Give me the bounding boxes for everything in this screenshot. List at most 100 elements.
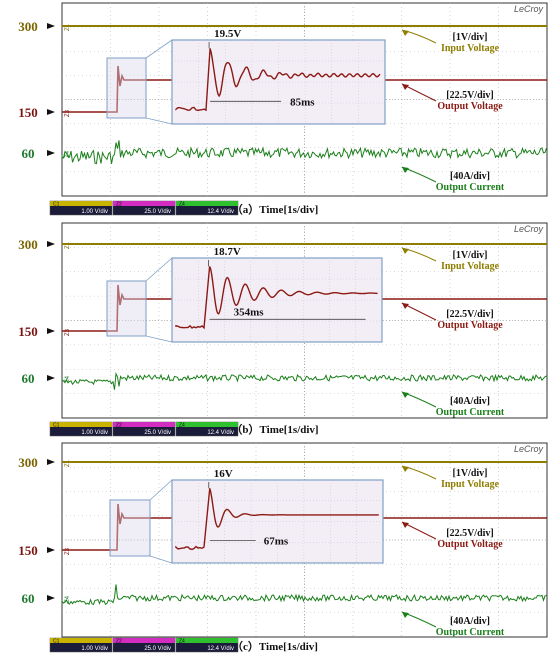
channel-scale-bar: C1 1.00 V/div Z2 25.0 V/div Z4 12.4 V/div [49, 421, 239, 437]
annotation-arrowhead [402, 392, 409, 398]
output-i-name-label: Output Current [436, 182, 505, 193]
brand-label: LeCroy [514, 224, 544, 234]
scale-volts-per-div: 25.0 V/div [144, 430, 171, 436]
scale-cell-header [113, 422, 175, 427]
output-current-trace [61, 584, 547, 606]
output-i-name-label: Output Current [436, 627, 505, 638]
level-arrow-marker [47, 595, 55, 601]
scale-volts-per-div: 1.00 V/div [81, 646, 108, 652]
scale-channel-name: Z2 [116, 202, 122, 208]
zoomed-output-voltage [175, 266, 378, 330]
channel-marker: Z3 [65, 547, 71, 555]
scale-volts-per-div: 12.4 V/div [207, 430, 234, 436]
annotation-arrowhead [402, 522, 409, 528]
output-i-name-label: Output Current [436, 407, 505, 418]
scale-volts-per-div: 25.0 V/div [144, 209, 171, 215]
scale-volts-per-div: 1.00 V/div [81, 430, 108, 436]
channel-marker: Z1 [65, 459, 71, 467]
settling-time-label: 354ms [234, 306, 265, 318]
y-level-label: 300 [18, 19, 38, 34]
level-arrow-marker [47, 328, 55, 334]
annotation-arrowhead [402, 303, 409, 309]
input-scale-label: [1V/div] [453, 468, 488, 479]
output-voltage-trace [62, 503, 547, 551]
scale-cell-header [176, 422, 238, 427]
channel-scale-bar: C1 1.00 V/div Z2 25.0 V/div Z4 12.4 V/div [49, 200, 239, 216]
scale-channel-name: C1 [53, 423, 60, 429]
panel-caption: （a）Time[1s/div] [232, 203, 319, 216]
scale-cell-header [50, 422, 112, 427]
zoom-connector [145, 117, 173, 125]
brand-label: LeCroy [514, 4, 544, 14]
scale-channel-name: Z4 [179, 423, 185, 429]
scale-volts-per-div: 1.00 V/div [81, 209, 108, 215]
scope-panel-a: LeCroy 300 Z1 150 Z3 60 Z4 19.5V 85ms [1V/div]Inp… [18, 2, 548, 216]
level-arrow-marker [47, 241, 55, 247]
output-i-scale-label: [40A/div] [450, 396, 490, 407]
scale-channel-name: Z4 [179, 202, 185, 208]
scale-cell-header [113, 201, 175, 206]
zoom-connector [149, 479, 173, 501]
y-level-label: 300 [18, 455, 38, 470]
level-arrow-marker [47, 109, 55, 115]
output-voltage-trace [62, 65, 547, 113]
scale-cell-header [113, 638, 175, 643]
level-arrow-marker [47, 150, 55, 156]
input-name-label: Input Voltage [441, 261, 500, 272]
zoom-connector [149, 555, 173, 564]
channel-marker: Z4 [65, 150, 71, 158]
y-level-label: 300 [18, 237, 38, 252]
input-name-label: Input Voltage [441, 479, 500, 490]
output-i-scale-label: [40A/div] [450, 616, 490, 627]
overshoot-value-label: 16V [214, 468, 233, 480]
zoom-source-box [106, 57, 147, 119]
output-v-scale-label: [22.5V/div] [446, 528, 494, 539]
channel-marker: Z4 [65, 595, 71, 603]
channel-scale-bar: C1 1.00 V/div Z2 25.0 V/div Z4 12.4 V/div [49, 637, 239, 653]
y-level-label: 150 [18, 543, 38, 558]
scale-cell-header [176, 638, 238, 643]
output-v-name-label: Output Voltage [437, 101, 503, 112]
scale-cell-header [176, 201, 238, 206]
output-current-trace [61, 140, 547, 165]
y-level-label: 60 [22, 591, 35, 606]
y-level-label: 60 [22, 146, 35, 161]
settling-time-label: 67ms [264, 536, 289, 548]
y-level-label: 150 [18, 105, 38, 120]
output-v-scale-label: [22.5V/div] [446, 90, 494, 101]
scale-volts-per-div: 12.4 V/div [207, 646, 234, 652]
output-v-name-label: Output Voltage [437, 539, 503, 550]
channel-marker: Z3 [65, 328, 71, 336]
level-arrow-marker [47, 23, 55, 29]
annotation-arrowhead [402, 466, 409, 472]
scale-volts-per-div: 12.4 V/div [207, 209, 234, 215]
scale-channel-name: Z2 [116, 639, 122, 645]
zoom-source-box [106, 280, 147, 337]
brand-label: LeCroy [514, 444, 544, 454]
input-name-label: Input Voltage [441, 43, 500, 54]
y-level-label: 150 [18, 324, 38, 339]
panel-caption: （c）Time[1s/div] [232, 640, 318, 653]
annotation-arrowhead [402, 248, 409, 254]
zoomed-output-voltage [175, 48, 381, 112]
scope-panel-c: LeCroy 300 Z1 150 Z3 60 Z4 16V 67ms [1V/div]Input… [18, 442, 548, 653]
annotation-arrowhead [402, 30, 409, 36]
annotation-arrowhead [402, 612, 409, 618]
zoom-connector [145, 39, 173, 59]
settling-time-label: 85ms [290, 96, 315, 108]
output-current-trace [61, 371, 547, 390]
zoom-source-box [109, 499, 151, 557]
y-level-label: 60 [22, 371, 35, 386]
overshoot-value-label: 19.5V [214, 28, 241, 40]
output-v-name-label: Output Voltage [437, 320, 503, 331]
channel-marker: Z4 [65, 375, 71, 383]
scale-channel-name: Z2 [116, 423, 122, 429]
output-i-scale-label: [40A/div] [450, 171, 490, 182]
scale-channel-name: C1 [53, 202, 60, 208]
overshoot-value-label: 18.7V [214, 246, 241, 258]
annotation-arrowhead [402, 84, 409, 90]
output-v-scale-label: [22.5V/div] [446, 309, 494, 320]
level-arrow-marker [47, 375, 55, 381]
